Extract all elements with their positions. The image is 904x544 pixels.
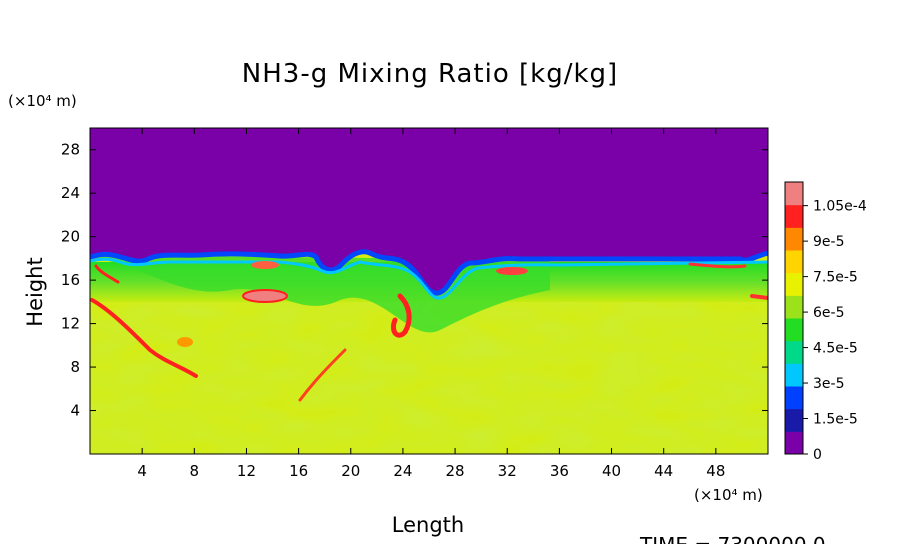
red-blob-left [251, 261, 279, 269]
colorbar-segment [785, 227, 803, 251]
colorbar-segment [785, 386, 803, 410]
colorbar-tick-label: 0 [813, 447, 822, 463]
red-streak-right [688, 262, 747, 269]
x-tick-label: 8 [190, 462, 200, 480]
interface-blue-edge [90, 249, 768, 296]
colorbar-tick-label: 3e-5 [813, 376, 844, 392]
y-tick-label: 12 [61, 315, 80, 333]
x-tick-label: 32 [498, 462, 517, 480]
x-tick-label: 4 [137, 462, 147, 480]
x-tick-label: 40 [602, 462, 621, 480]
red-streak-right-edge [750, 294, 768, 300]
red-streak-center [390, 293, 412, 338]
colorbar-segment [785, 340, 803, 364]
y-tick-label: 16 [61, 271, 80, 289]
y-tick-label: 24 [61, 184, 80, 202]
red-streak-lower [298, 348, 347, 402]
y-axis-label: Height [23, 257, 47, 326]
y-tick-label: 28 [61, 141, 80, 159]
x-tick-label: 16 [289, 462, 308, 480]
colorbar-segment [785, 295, 803, 319]
x-tick-label: 12 [237, 462, 256, 480]
red-streak-left [90, 298, 198, 378]
red-streak-left-2 [94, 264, 120, 284]
y-tick-label: 20 [61, 228, 80, 246]
colorbar-tick-label: 6e-5 [813, 305, 844, 321]
colorbar-segment [785, 272, 803, 296]
x-tick-label: 48 [706, 462, 725, 480]
colorbar-tick-label: 4.5e-5 [813, 341, 858, 357]
colorbar: 0 1.5e-5 3e-5 4.5e-5 6e-5 7.5e-5 9e-5 1.05e-4 [784, 181, 867, 463]
y-axis-ticks: 4 8 12 16 20 24 28 [61, 141, 768, 420]
time-label: TIME = 7300000.0 [639, 533, 826, 544]
colorbar-tick-label: 9e-5 [813, 234, 844, 250]
x-axis-unit: (×10⁴ m) [694, 486, 763, 504]
orange-spot [177, 337, 193, 347]
x-tick-label: 20 [341, 462, 360, 480]
colorbar-segment [785, 408, 803, 432]
colorbar-segment [785, 182, 803, 206]
colorbar-segment [785, 363, 803, 387]
upper-layer [90, 128, 768, 293]
x-tick-label: 24 [393, 462, 412, 480]
x-tick-label: 36 [550, 462, 569, 480]
interface-cyan-edge [90, 257, 768, 300]
x-tick-label: 28 [446, 462, 465, 480]
y-tick-label: 8 [70, 358, 80, 376]
y-tick-label: 4 [70, 402, 80, 420]
red-blob-mid [496, 267, 528, 275]
y-axis-unit: (×10⁴ m) [8, 92, 77, 110]
colorbar-segment [785, 204, 803, 228]
x-axis-ticks: 4 8 12 16 20 24 28 32 36 40 44 48 [137, 128, 725, 480]
colorbar-frame [784, 181, 804, 455]
colorbar-segment [785, 250, 803, 274]
x-tick-label: 44 [654, 462, 673, 480]
chart-title: NH3-g Mixing Ratio [kg/kg] [242, 59, 618, 89]
heatmap-plot-area [90, 128, 768, 454]
x-axis-label: Length [392, 513, 464, 537]
colorbar-tick-label: 1.5e-5 [813, 412, 858, 428]
colorbar-tick-label: 1.05e-4 [813, 199, 867, 215]
plot-frame [89, 127, 769, 455]
pink-blob [242, 289, 288, 303]
colorbar-tick-label: 7.5e-5 [813, 270, 858, 286]
colorbar-segment [785, 318, 803, 342]
colorbar-segment [785, 431, 803, 455]
